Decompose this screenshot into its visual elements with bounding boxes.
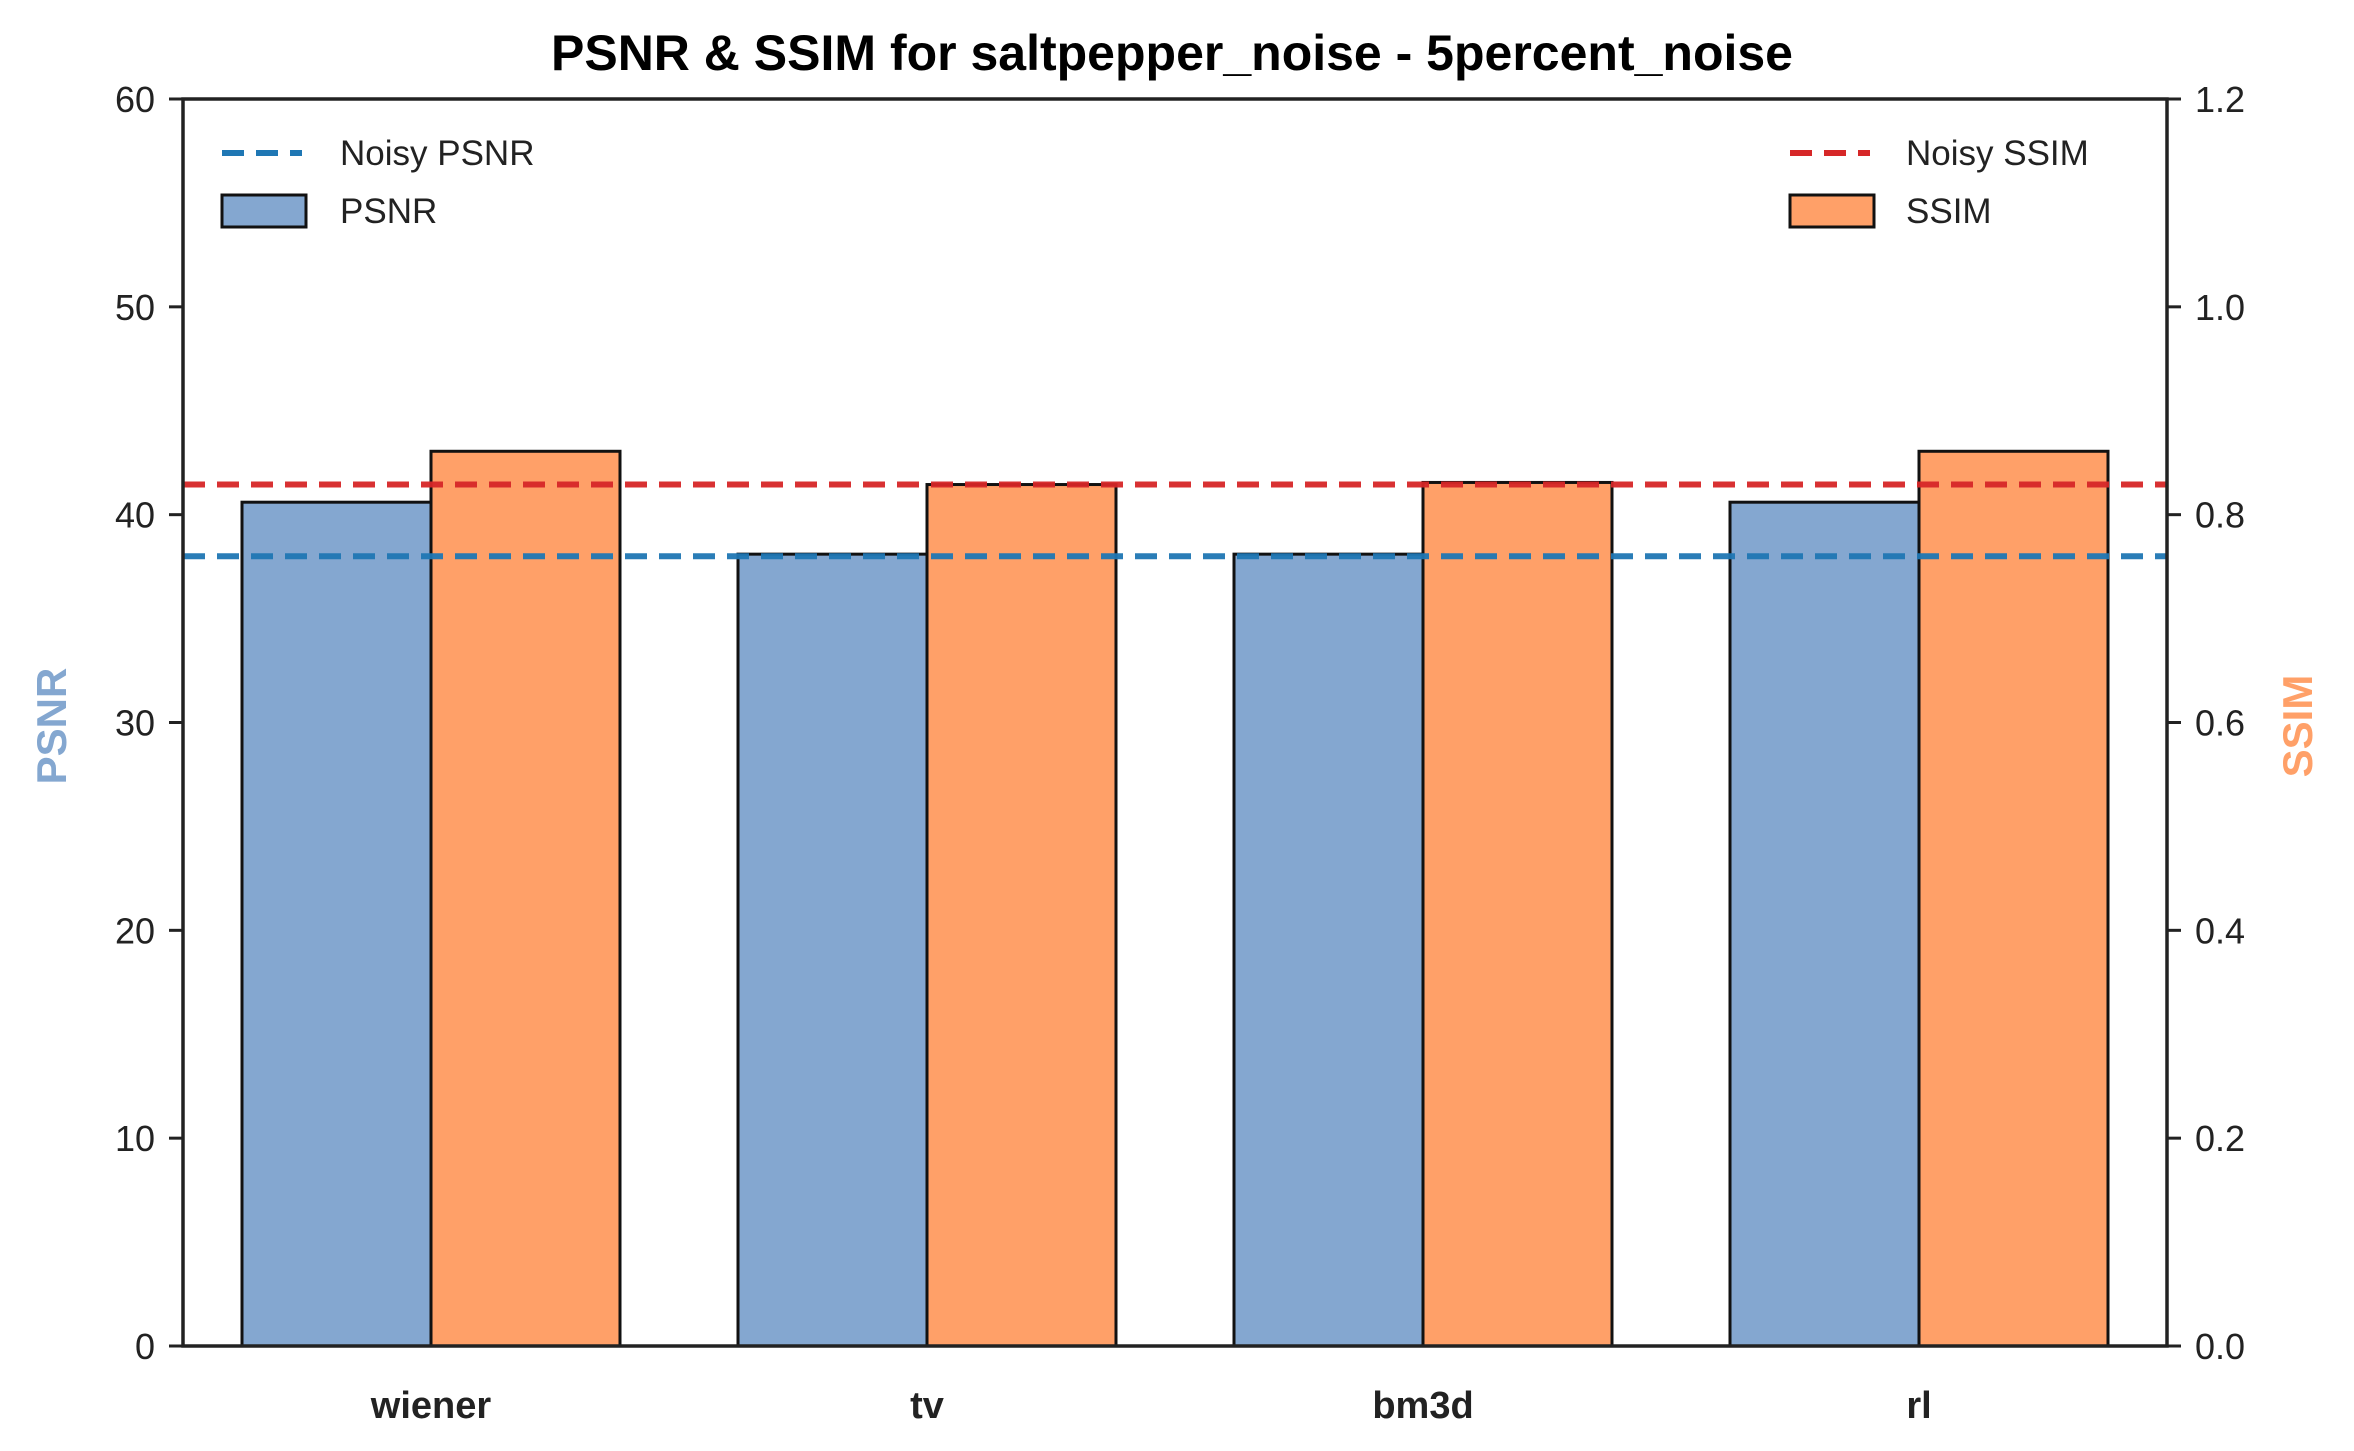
bar-psnr-wiener — [240, 500, 433, 1348]
y-left-tick-label: 50 — [115, 287, 155, 328]
x-tick-label-wiener: wiener — [370, 1385, 492, 1427]
legend-ssim-swatch — [1788, 193, 1876, 229]
legend-psnr-swatch — [220, 193, 308, 229]
y-right-tick-label: 1.2 — [2195, 79, 2245, 120]
y-axis-right-label: SSIM — [2274, 675, 2321, 778]
y-right-tick-label: 0.4 — [2195, 910, 2245, 951]
y-left-tick-label: 30 — [115, 703, 155, 744]
legend-noisy-psnr-label: Noisy PSNR — [340, 134, 534, 173]
legend-noisy-ssim-label: Noisy SSIM — [1906, 134, 2089, 173]
x-tick-label-bm3d: bm3d — [1372, 1385, 1473, 1427]
y-right-tick-label: 0.8 — [2195, 495, 2245, 536]
y-axis-left-label: PSNR — [28, 668, 75, 785]
bar-ssim-bm3d — [1421, 480, 1614, 1348]
legend-right: Noisy SSIM SSIM — [1788, 134, 2089, 231]
y-left-tick-label: 10 — [115, 1118, 155, 1159]
y-left-tick-label: 0 — [135, 1326, 155, 1367]
legend-psnr-label: PSNR — [340, 192, 437, 231]
legend-left: Noisy PSNR PSNR — [220, 134, 534, 231]
bar-psnr-tv — [736, 552, 929, 1348]
bar-ssim-tv — [925, 483, 1118, 1348]
y-left-tick-label: 40 — [115, 495, 155, 536]
x-tick-label-rl: rl — [1906, 1385, 1931, 1427]
y-right-tick-label: 1.0 — [2195, 287, 2245, 328]
y-right-tick-label: 0.6 — [2195, 703, 2245, 744]
y-left-tick-label: 20 — [115, 910, 155, 951]
bar-psnr-bm3d — [1232, 552, 1425, 1348]
chart-title: PSNR & SSIM for saltpepper_noise - 5perc… — [551, 25, 1793, 81]
x-tick-label-tv: tv — [910, 1385, 944, 1427]
bar-ssim-wiener — [429, 449, 622, 1348]
legend-ssim-label: SSIM — [1906, 192, 1992, 231]
y-left-tick-label: 60 — [115, 79, 155, 120]
y-right-tick-label: 0.0 — [2195, 1326, 2245, 1367]
bar-psnr-rl — [1728, 500, 1921, 1348]
bar-ssim-rl — [1917, 449, 2110, 1348]
y-right-tick-label: 0.2 — [2195, 1118, 2245, 1159]
